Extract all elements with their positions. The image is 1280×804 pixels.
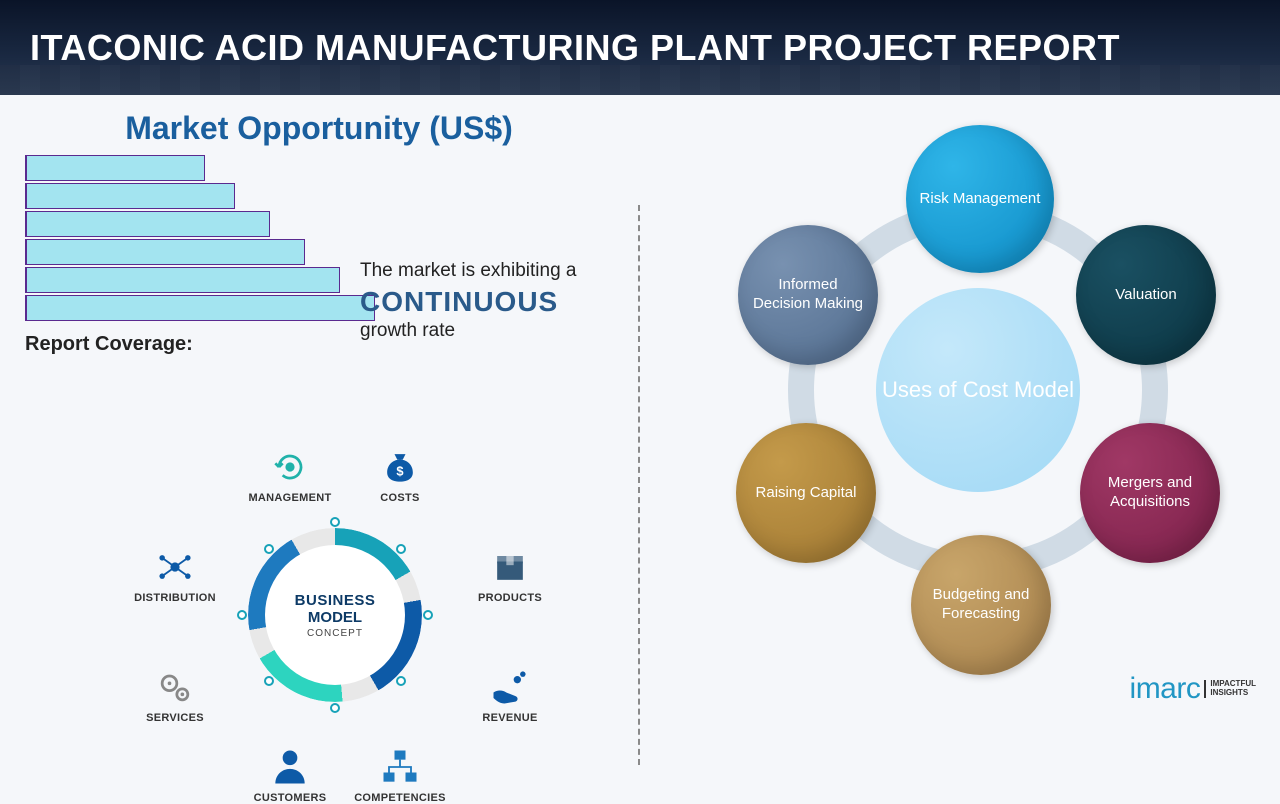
ring-dot <box>330 703 340 713</box>
left-panel: Market Opportunity (US$) The market is e… <box>0 95 638 720</box>
bar <box>25 183 235 209</box>
bar-row <box>25 155 355 181</box>
cost-node-label: Informed Decision Making <box>748 276 868 314</box>
coverage-item: SERVICES <box>120 665 230 724</box>
coverage-item: MANAGEMENT <box>235 445 345 504</box>
bm-center-l2: MODEL <box>308 609 362 626</box>
brand-tag-1: IMPACTFUL <box>1210 679 1256 688</box>
bar-row <box>25 267 355 293</box>
brand-tag-2: INSIGHTS <box>1210 688 1248 697</box>
cost-node: Raising Capital <box>736 423 876 563</box>
ring-dot <box>264 676 274 686</box>
cost-node: Valuation <box>1076 225 1216 365</box>
ring-dot <box>423 610 433 620</box>
coverage-item-label: PRODUCTS <box>455 592 565 604</box>
cost-center-label: Uses of Cost Model <box>882 377 1074 403</box>
cost-node: Budgeting and Forecasting <box>911 535 1051 675</box>
hand-coins-icon <box>488 665 532 709</box>
brand-name: imarc <box>1130 672 1201 706</box>
market-text-2: growth rate <box>360 320 620 342</box>
ring-dot <box>237 610 247 620</box>
refresh-bulb-icon <box>268 445 312 489</box>
bm-center-l1: BUSINESS <box>295 592 376 609</box>
market-text-1: The market is exhibiting a <box>360 260 620 282</box>
cost-node: Risk Management <box>906 125 1054 273</box>
ring-dot <box>396 676 406 686</box>
org-chart-icon <box>378 745 422 789</box>
coverage-item-label: DISTRIBUTION <box>120 592 230 604</box>
coverage-item: $ COSTS <box>345 445 455 504</box>
coverage-item-label: REVENUE <box>455 712 565 724</box>
coverage-item-label: CUSTOMERS <box>235 792 345 804</box>
bar-row <box>25 183 355 209</box>
market-emphasis: CONTINUOUS <box>360 286 620 318</box>
business-model-center: BUSINESS MODEL CONCEPT <box>265 545 405 685</box>
bar-row <box>25 295 355 321</box>
cost-node-label: Budgeting and Forecasting <box>921 586 1041 624</box>
coverage-item: REVENUE <box>455 665 565 724</box>
bar-row <box>25 239 355 265</box>
cost-model-diagram: Uses of Cost Model Risk Management Valuat… <box>638 105 1278 720</box>
coverage-item: PRODUCTS <box>455 545 565 604</box>
bm-center-l3: CONCEPT <box>307 628 363 639</box>
page-title: ITACONIC ACID MANUFACTURING PLANT PROJEC… <box>30 27 1120 69</box>
coverage-item: COMPETENCIES <box>345 745 455 804</box>
market-bar-chart <box>25 155 355 321</box>
bar <box>25 295 375 321</box>
bar <box>25 155 205 181</box>
brand-logo: imarc IMPACTFUL INSIGHTS <box>1130 672 1256 706</box>
ring-dot <box>330 517 340 527</box>
content-area: Market Opportunity (US$) The market is e… <box>0 95 1280 720</box>
cost-node-label: Risk Management <box>920 190 1041 209</box>
svg-text:$: $ <box>396 463 403 478</box>
gears-icon <box>153 665 197 709</box>
cost-node-label: Valuation <box>1115 286 1176 305</box>
coverage-item-label: SERVICES <box>120 712 230 724</box>
money-bag-icon: $ <box>378 445 422 489</box>
brand-tagline: IMPACTFUL INSIGHTS <box>1204 680 1256 698</box>
business-model-diagram: BUSINESS MODEL CONCEPT MANAGEMENT$COSTSP… <box>120 425 550 775</box>
coverage-item-label: MANAGEMENT <box>235 492 345 504</box>
cost-node: Mergers and Acquisitions <box>1080 423 1220 563</box>
cost-node-label: Raising Capital <box>756 484 857 503</box>
cost-node-label: Mergers and Acquisitions <box>1090 474 1210 512</box>
cost-node: Informed Decision Making <box>738 225 878 365</box>
bar <box>25 211 270 237</box>
bar <box>25 239 305 265</box>
market-title: Market Opportunity (US$) <box>25 110 613 147</box>
right-panel: Uses of Cost Model Risk Management Valuat… <box>638 95 1278 720</box>
cost-model-center: Uses of Cost Model <box>876 288 1080 492</box>
market-caption: The market is exhibiting a CONTINUOUS gr… <box>360 260 620 342</box>
network-icon <box>153 545 197 589</box>
coverage-item: CUSTOMERS <box>235 745 345 804</box>
bar-row <box>25 211 355 237</box>
person-icon <box>268 745 312 789</box>
box-icon <box>488 545 532 589</box>
ring-dot <box>396 544 406 554</box>
coverage-item: DISTRIBUTION <box>120 545 230 604</box>
coverage-item-label: COMPETENCIES <box>345 792 455 804</box>
page-header: ITACONIC ACID MANUFACTURING PLANT PROJEC… <box>0 0 1280 95</box>
bar <box>25 267 340 293</box>
coverage-item-label: COSTS <box>345 492 455 504</box>
